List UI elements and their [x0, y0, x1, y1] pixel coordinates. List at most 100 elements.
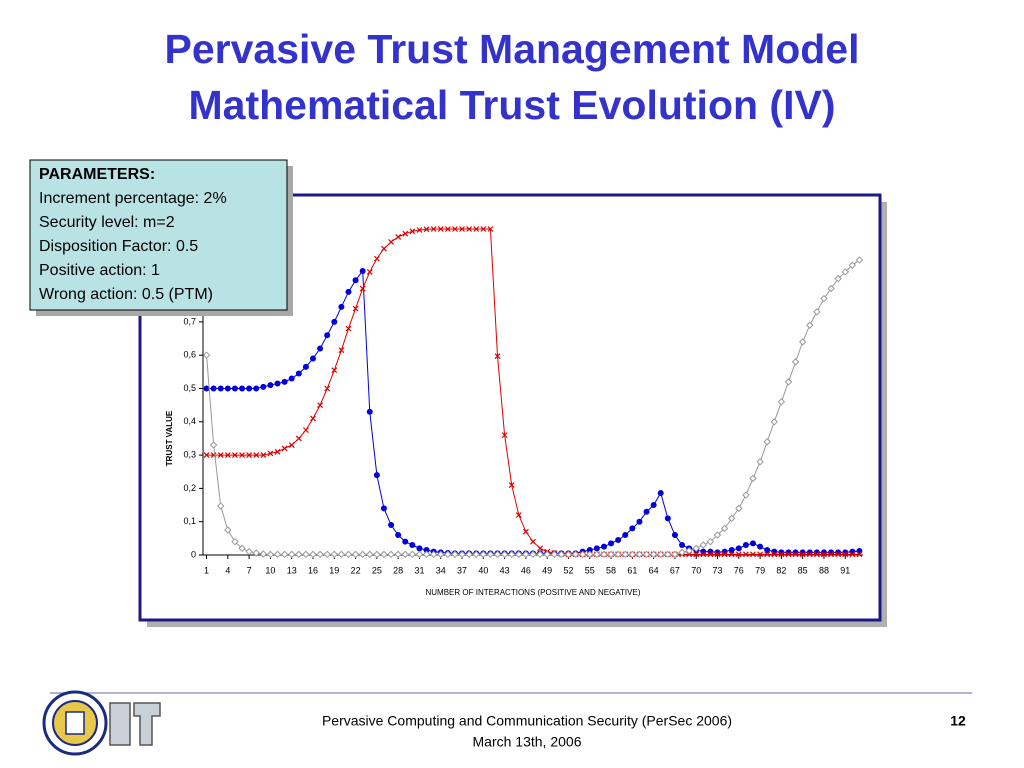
point [848, 261, 857, 269]
point [416, 227, 423, 233]
point [366, 408, 373, 415]
point [671, 550, 679, 559]
point [827, 284, 835, 293]
point [260, 383, 267, 390]
point [302, 427, 309, 434]
point [295, 370, 302, 377]
point [310, 355, 316, 362]
point [742, 542, 749, 549]
point [487, 226, 494, 232]
x-tick-label: 91 [840, 565, 850, 575]
point [430, 226, 437, 232]
x-tick-label: 82 [776, 565, 786, 575]
point [359, 267, 366, 274]
point [586, 547, 593, 554]
point [480, 226, 487, 232]
point [578, 550, 587, 559]
point [281, 378, 288, 385]
point [324, 385, 331, 392]
point [246, 385, 253, 392]
point [429, 550, 438, 559]
y-tick-label: 0,2 [183, 483, 196, 493]
point [530, 538, 536, 545]
x-tick-label: 67 [670, 565, 680, 575]
point [351, 550, 360, 559]
x-tick-label: 46 [521, 565, 531, 575]
point [522, 528, 529, 535]
point [785, 551, 792, 558]
point [508, 550, 516, 559]
point [608, 540, 615, 547]
point [635, 550, 644, 559]
point [345, 325, 352, 332]
point [757, 543, 764, 550]
point [402, 538, 409, 545]
point [642, 550, 651, 559]
point [749, 474, 757, 483]
point [650, 502, 657, 509]
x-tick-label: 88 [819, 565, 829, 575]
point [295, 550, 303, 559]
point [750, 540, 756, 547]
point [728, 551, 735, 558]
point [331, 367, 338, 374]
point [529, 550, 537, 559]
point [799, 551, 806, 558]
point [345, 288, 352, 295]
point [550, 550, 558, 559]
point [664, 515, 671, 522]
point [586, 550, 594, 559]
point [700, 551, 707, 558]
point [401, 550, 409, 559]
point [835, 551, 842, 558]
point [224, 452, 231, 459]
point [757, 551, 764, 558]
point [359, 285, 366, 292]
logo-university [42, 690, 108, 756]
param-heading: PARAMETERS: [39, 166, 155, 183]
footer-text: Pervasive Computing and Communication Se… [322, 713, 732, 729]
point [422, 550, 431, 559]
point [479, 550, 488, 559]
x-tick-label: 37 [457, 565, 467, 575]
point [302, 550, 310, 559]
point [337, 550, 346, 559]
y-tick-label: 0,5 [183, 383, 196, 393]
point [366, 550, 374, 559]
point [764, 547, 771, 554]
point [231, 385, 238, 392]
y-tick-label: 0,1 [183, 516, 196, 526]
point [855, 256, 864, 264]
y-axis-label: TRUST VALUE [165, 410, 174, 466]
point [203, 452, 210, 459]
y-tick-label: 0,7 [183, 316, 196, 326]
point [381, 245, 387, 252]
point [536, 550, 544, 559]
point [330, 550, 338, 559]
point [323, 550, 331, 559]
point [856, 548, 863, 555]
point [735, 545, 742, 552]
point [629, 525, 636, 532]
point [352, 277, 359, 284]
param-line: Wrong action: 0.5 (PTM) [39, 286, 213, 303]
point [500, 550, 509, 559]
point [657, 550, 665, 559]
point [246, 452, 253, 459]
x-tick-label: 73 [713, 565, 723, 575]
point [266, 550, 275, 559]
point [309, 550, 317, 559]
point [437, 226, 444, 232]
point [274, 448, 281, 455]
x-tick-label: 79 [755, 565, 765, 575]
param-line: Positive action: 1 [39, 262, 160, 279]
point [395, 532, 402, 539]
x-tick-label: 10 [265, 565, 275, 575]
point [856, 551, 863, 558]
point [252, 549, 260, 557]
point [728, 514, 736, 523]
point [756, 458, 764, 466]
point [245, 547, 253, 556]
page-number: 12 [950, 713, 966, 729]
point [557, 550, 566, 559]
